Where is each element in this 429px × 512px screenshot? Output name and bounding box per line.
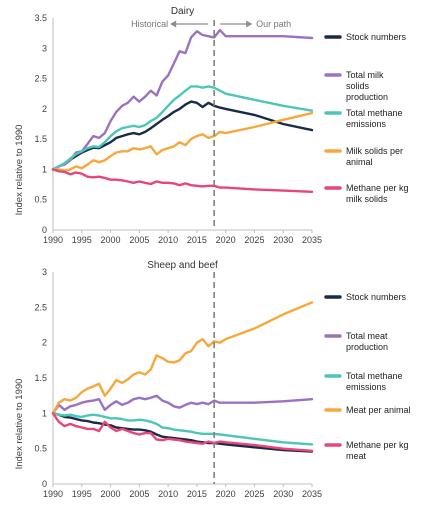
series-line-total-methane-emissions bbox=[51, 412, 314, 446]
y-tick-label: 0 bbox=[42, 225, 47, 235]
x-tick-label: 1995 bbox=[72, 489, 92, 499]
x-tick-label: 2030 bbox=[273, 235, 293, 245]
legend-label-total-milk-solids-production: Total milk solids production bbox=[346, 70, 388, 102]
series-line-methane-per-kg-milk-solids bbox=[51, 168, 314, 193]
chart-title: Dairy bbox=[171, 6, 194, 17]
x-tick-label: 2010 bbox=[158, 489, 178, 499]
annotation-historical: Historical bbox=[131, 19, 168, 29]
y-tick-label: 0.5 bbox=[34, 444, 47, 454]
series-line-milk-solids-per-animal bbox=[51, 111, 314, 172]
x-tick-label: 2020 bbox=[216, 489, 236, 499]
x-tick-label: 2025 bbox=[244, 489, 264, 499]
series-line-stock-numbers bbox=[51, 412, 314, 453]
y-tick-label: 3.5 bbox=[34, 13, 47, 23]
series-line-total-methane-emissions bbox=[51, 85, 314, 171]
y-axis-label-sheep-beef: Index relative to 1990 bbox=[14, 379, 25, 470]
x-tick-label: 2005 bbox=[129, 235, 149, 245]
x-tick-label: 2035 bbox=[302, 489, 322, 499]
legend-label-total-methane-emissions: Total methane emissions bbox=[346, 108, 403, 129]
legend-label-milk-solids-per-animal: Milk solids per animal bbox=[346, 146, 403, 167]
legend-label-methane-per-kg-meat: Methane per kg meat bbox=[346, 440, 409, 461]
legend-label-stock-numbers: Stock numbers bbox=[346, 32, 407, 42]
legend-label-meat-per-animal: Meat per animal bbox=[346, 405, 411, 415]
y-tick-label: 1 bbox=[42, 164, 47, 174]
legend-label-total-meat-production: Total meat production bbox=[346, 331, 388, 352]
y-tick-label: 0 bbox=[42, 479, 47, 489]
x-tick-label: 2010 bbox=[158, 235, 178, 245]
x-tick-label: 2005 bbox=[129, 489, 149, 499]
legend-label-stock-numbers: Stock numbers bbox=[346, 292, 407, 302]
y-tick-label: 2 bbox=[42, 338, 47, 348]
y-tick-label: 1 bbox=[42, 408, 47, 418]
dairy-panel: Dairy 0 0.5 1 1.5 2 2.5 3 3.5 1990 1995 2000 2005 201… bbox=[34, 6, 408, 245]
y-tick-label: 0.5 bbox=[34, 195, 47, 205]
x-tick-label: 2000 bbox=[101, 489, 121, 499]
x-tick-label: 2015 bbox=[187, 235, 207, 245]
series-line-stock-numbers bbox=[51, 100, 314, 171]
sheep-beef-panel: Sheep and beef 0 0.5 1 1.5 2 2.5 3 1990 1995 2000 2… bbox=[34, 260, 410, 499]
x-tick-label: 2020 bbox=[216, 235, 236, 245]
y-tick-label: 3 bbox=[42, 267, 47, 277]
series-line-total-meat-production bbox=[51, 394, 314, 415]
x-tick-label: 2000 bbox=[101, 235, 121, 245]
x-tick-label: 1995 bbox=[72, 235, 92, 245]
arrow-our-path-head bbox=[246, 20, 253, 28]
y-tick-label: 3 bbox=[42, 43, 47, 53]
y-tick-label: 2 bbox=[42, 104, 47, 114]
series-line-meat-per-animal bbox=[51, 301, 314, 415]
legend-label-methane-per-kg-milk-solids: Methane per kg milk solids bbox=[346, 183, 409, 204]
series-line-methane-per-kg-meat bbox=[51, 412, 314, 452]
x-tick-label: 1990 bbox=[43, 235, 63, 245]
series-line-total-milk-solids-production bbox=[51, 28, 314, 171]
x-tick-label: 1990 bbox=[43, 489, 63, 499]
annotation-our-path: Our path bbox=[256, 19, 291, 29]
arrow-historical-head bbox=[170, 20, 177, 28]
chart-title: Sheep and beef bbox=[147, 260, 218, 271]
y-axis-label: Index relative to 1990 bbox=[14, 125, 25, 216]
y-tick-label: 1.5 bbox=[34, 373, 47, 383]
y-tick-label: 1.5 bbox=[34, 134, 47, 144]
y-tick-label: 2.5 bbox=[34, 74, 47, 84]
x-tick-label: 2035 bbox=[302, 235, 322, 245]
x-tick-label: 2025 bbox=[244, 235, 264, 245]
x-tick-label: 2030 bbox=[273, 489, 293, 499]
x-tick-label: 2015 bbox=[187, 489, 207, 499]
y-tick-label: 2.5 bbox=[34, 302, 47, 312]
legend-label-total-methane-emissions: Total methane emissions bbox=[346, 371, 403, 392]
